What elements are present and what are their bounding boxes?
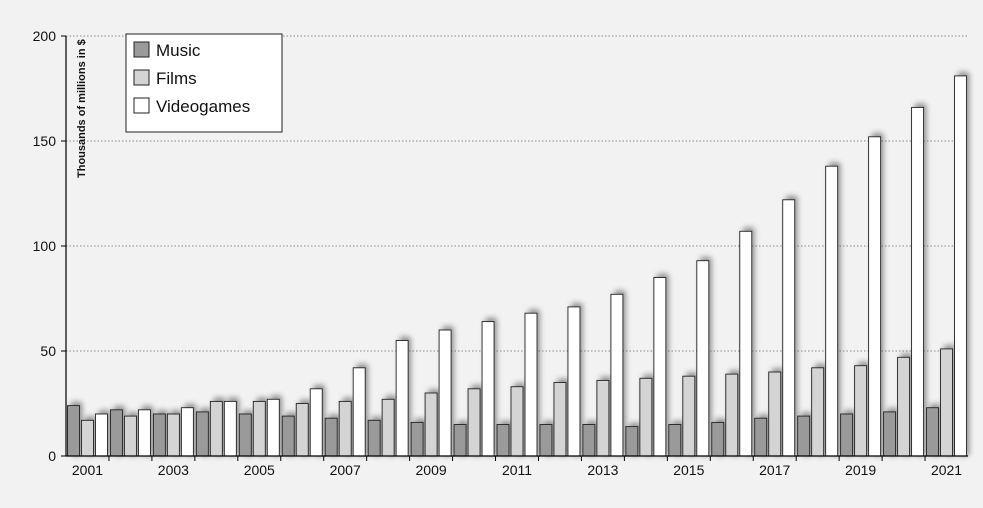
bar-music-2001 bbox=[67, 405, 80, 457]
bar-videogames-2021 bbox=[954, 75, 967, 457]
bar-videogames-2008 bbox=[395, 340, 409, 457]
bar-films-2002 bbox=[123, 415, 137, 457]
x-tick-label: 2001 bbox=[72, 462, 103, 478]
bar-videogames-2018 bbox=[825, 165, 839, 457]
bar-films-2020 bbox=[897, 356, 911, 457]
bar-music-2015 bbox=[668, 424, 682, 457]
bar-films-2014 bbox=[639, 377, 653, 457]
y-axis-title: Thousands of millions in $ bbox=[76, 39, 88, 178]
bar-films-2018 bbox=[811, 367, 825, 457]
bar-films-2004 bbox=[209, 400, 223, 457]
legend-swatch-videogames bbox=[133, 97, 150, 114]
bar-videogames-2007 bbox=[352, 367, 366, 457]
y-tick-label: 200 bbox=[33, 28, 57, 44]
bar-films-2007 bbox=[338, 400, 352, 457]
x-ticks: 2001 2003 2005 2007 2009 2011 2013 2015 2017 2019… bbox=[72, 456, 962, 478]
bar-films-2019 bbox=[854, 365, 868, 457]
bar-music-2016 bbox=[711, 421, 725, 457]
bar-music-2021 bbox=[926, 407, 939, 457]
bar-videogames-2020 bbox=[911, 106, 925, 457]
bar-films-2003 bbox=[166, 413, 180, 457]
y-tick-label: 150 bbox=[33, 133, 57, 149]
legend-swatch-films bbox=[133, 69, 150, 86]
bar-music-2010 bbox=[453, 424, 467, 457]
bar-music-2011 bbox=[496, 424, 510, 457]
bar-videogames-2003 bbox=[180, 407, 194, 457]
bar-music-2009 bbox=[410, 421, 424, 457]
bar-films-2010 bbox=[467, 388, 481, 457]
y-ticks: 0 50 100 150 200 bbox=[33, 28, 66, 464]
bar-videogames-2010 bbox=[481, 321, 495, 457]
x-tick-label: 2019 bbox=[845, 462, 876, 478]
bar-videogames-2016 bbox=[739, 230, 753, 457]
x-tick-label: 2003 bbox=[158, 462, 189, 478]
bar-videogames-2006 bbox=[309, 388, 323, 457]
bar-music-2006 bbox=[281, 415, 295, 457]
legend-box bbox=[125, 33, 283, 133]
x-tick-label: 2005 bbox=[244, 462, 275, 478]
bar-music-2004 bbox=[195, 411, 209, 457]
bar-films-2015 bbox=[682, 375, 696, 457]
legend-label-videogames: Videogames bbox=[156, 97, 250, 116]
legend-label-music: Music bbox=[156, 41, 201, 60]
x-tick-label: 2021 bbox=[931, 462, 962, 478]
x-tick-label: 2017 bbox=[759, 462, 790, 478]
bar-films-2011 bbox=[510, 386, 524, 457]
bar-films-2013 bbox=[596, 379, 610, 457]
bar-films-2021 bbox=[940, 348, 953, 457]
bar-videogames-2019 bbox=[868, 136, 882, 457]
bar-music-2013 bbox=[582, 424, 596, 457]
bar-films-2001 bbox=[81, 419, 94, 457]
bar-music-2008 bbox=[367, 419, 381, 457]
bar-music-2018 bbox=[797, 415, 811, 457]
bar-films-2009 bbox=[424, 392, 438, 457]
bar-music-2012 bbox=[539, 424, 553, 457]
bar-videogames-2005 bbox=[266, 398, 280, 457]
bar-videogames-2009 bbox=[438, 329, 452, 457]
bar-videogames-2012 bbox=[567, 306, 581, 457]
bar-music-2002 bbox=[109, 409, 123, 457]
y-tick-label: 100 bbox=[33, 238, 57, 254]
bar-films-2017 bbox=[768, 371, 782, 457]
bar-videogames-2004 bbox=[223, 400, 237, 457]
y-tick-label: 50 bbox=[40, 343, 56, 359]
bar-videogames-2013 bbox=[610, 293, 624, 457]
bar-music-2020 bbox=[883, 411, 897, 457]
bar-films-2006 bbox=[295, 403, 309, 457]
bar-music-2017 bbox=[754, 417, 768, 457]
x-tick-label: 2007 bbox=[330, 462, 361, 478]
bar-videogames-2001 bbox=[95, 413, 108, 457]
legend-label-films: Films bbox=[156, 69, 197, 88]
y-tick-label: 0 bbox=[48, 448, 56, 464]
x-tick-label: 2015 bbox=[673, 462, 704, 478]
bar-videogames-2002 bbox=[137, 409, 151, 457]
bar-music-2019 bbox=[840, 413, 854, 457]
bar-music-2014 bbox=[625, 426, 639, 457]
x-tick-label: 2013 bbox=[587, 462, 618, 478]
bar-music-2005 bbox=[238, 413, 252, 457]
bar-films-2012 bbox=[553, 382, 567, 457]
bar-music-2003 bbox=[152, 413, 166, 457]
bar-videogames-2017 bbox=[782, 199, 796, 457]
bar-videogames-2014 bbox=[653, 277, 667, 457]
bar-videogames-2011 bbox=[524, 312, 538, 457]
x-tick-label: 2009 bbox=[416, 462, 447, 478]
bar-videogames-2015 bbox=[696, 260, 710, 457]
legend-swatch-music bbox=[133, 41, 150, 58]
bar-films-2005 bbox=[252, 400, 266, 457]
bar-films-2008 bbox=[381, 398, 395, 457]
legend: Music Films Videogames bbox=[125, 33, 283, 133]
x-tick-label: 2011 bbox=[502, 462, 532, 478]
bar-films-2016 bbox=[725, 373, 739, 457]
bar-music-2007 bbox=[324, 417, 338, 457]
